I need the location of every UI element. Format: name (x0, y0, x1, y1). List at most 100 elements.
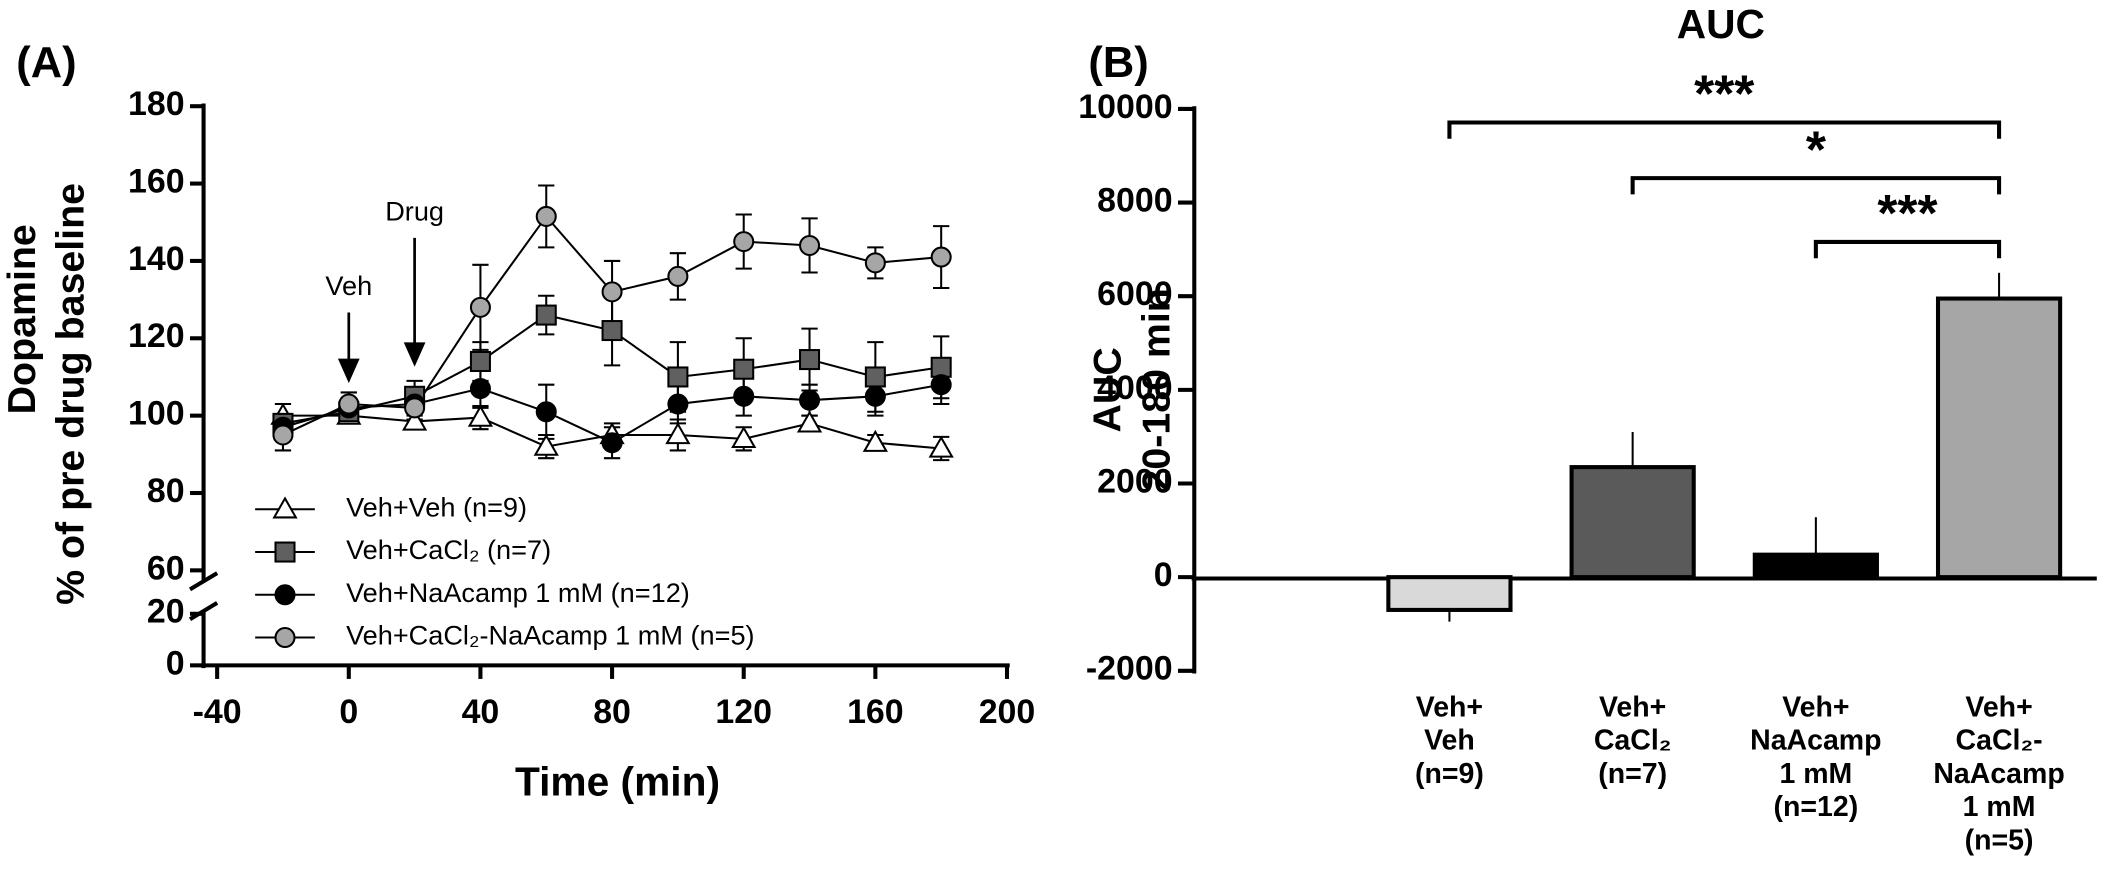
x-tick-label: 200 (979, 693, 1036, 731)
x-tick-label: Veh+ (1416, 691, 1483, 723)
bar (1752, 552, 1879, 580)
y-axis-label: 20-180 min (1134, 288, 1178, 491)
chart-title: AUC (1677, 1, 1765, 47)
marker (535, 304, 557, 326)
marker (535, 205, 557, 227)
marker (864, 366, 886, 388)
x-tick-label: (n=7) (1598, 758, 1667, 790)
annotation-arrowhead (337, 358, 360, 384)
significance-bracket (1447, 120, 2002, 139)
bar (1386, 575, 1513, 612)
x-tick-label: NaAcamp (1933, 758, 2064, 790)
x-tick-label: 1 mM (1779, 758, 1852, 790)
x-tick-label: 120 (715, 693, 772, 731)
marker (533, 433, 559, 456)
marker (930, 356, 952, 378)
annotation: Drug (385, 196, 444, 227)
y-axis-label: Dopamine (0, 224, 44, 414)
y-tick-label: 80 (147, 472, 185, 510)
significance-bracket (1813, 239, 2002, 259)
x-tick-label: 40 (462, 693, 500, 731)
x-tick-label: 0 (339, 693, 358, 731)
marker (733, 231, 755, 253)
annotation-arrowhead (403, 342, 426, 367)
y-tick-label: 2000 (1097, 462, 1172, 500)
significance-label: *** (1694, 65, 1755, 123)
marker (601, 320, 623, 342)
y-tick-label: -2000 (1086, 650, 1173, 688)
annotation: Veh (325, 270, 372, 301)
panel-label: (A) (16, 39, 76, 87)
y-tick-label: 6000 (1097, 275, 1172, 313)
marker (272, 424, 294, 446)
bar (1935, 296, 2063, 580)
significance-label: *** (1877, 184, 1938, 242)
marker (796, 410, 823, 433)
marker (601, 281, 623, 303)
y-tick-label: 100 (128, 395, 185, 433)
legend-marker (272, 496, 298, 519)
marker (535, 401, 557, 423)
x-tick-label: 1 mM (1963, 791, 2036, 823)
marker (862, 429, 888, 452)
panel-label: (B) (1088, 39, 1148, 87)
marker (733, 385, 755, 407)
x-tick-label: (n=12) (1774, 791, 1859, 823)
y-tick-label: 160 (128, 163, 185, 201)
x-tick-label: CaCl₂ (1594, 725, 1672, 757)
y-tick-label: 0 (166, 644, 185, 682)
marker (667, 366, 689, 388)
marker (864, 252, 886, 274)
marker (864, 385, 886, 407)
marker (467, 404, 494, 427)
y-tick-label: 60 (147, 549, 185, 587)
legend-label: Veh+CaCl₂-NaAcamp 1 mM (n=5) (346, 620, 755, 651)
x-tick-label: 160 (847, 693, 904, 731)
significance-bracket (1630, 176, 2002, 195)
y-tick-label: 140 (128, 240, 185, 278)
y-tick-label: 20 (147, 593, 185, 631)
marker (469, 350, 491, 373)
x-tick-label: Veh (1424, 725, 1475, 757)
marker (799, 389, 821, 411)
marker (667, 265, 689, 287)
marker (799, 349, 821, 371)
y-tick-label: 180 (128, 85, 185, 123)
bar (1569, 465, 1696, 580)
y-axis-label: % of pre drug baseline (49, 183, 93, 605)
x-tick-label: (n=5) (1965, 824, 2034, 856)
y-tick-label: 8000 (1097, 182, 1172, 220)
marker (733, 358, 755, 380)
marker (731, 425, 757, 449)
x-tick-label: Veh+ (1965, 691, 2032, 723)
x-tick-label: 80 (593, 693, 631, 731)
marker (930, 246, 952, 268)
y-tick-label: 4000 (1097, 369, 1172, 407)
marker (401, 408, 428, 431)
legend-marker (274, 541, 296, 563)
x-axis-label: Time (min) (515, 759, 720, 805)
legend-marker (274, 627, 296, 649)
marker (404, 397, 426, 419)
x-tick-label: (n=9) (1415, 758, 1484, 790)
marker (930, 374, 952, 396)
legend-marker (274, 584, 296, 606)
marker (469, 296, 491, 318)
y-tick-label: 10000 (1078, 88, 1172, 126)
legend-label: Veh+Veh (n=9) (346, 491, 527, 522)
x-tick-label: Veh+ (1782, 691, 1849, 723)
x-tick-label: NaAcamp (1750, 725, 1881, 757)
y-axis-label: AUC (1086, 347, 1130, 432)
legend-label: Veh+NaAcamp 1 mM (n=12) (346, 577, 690, 608)
x-tick-label: CaCl₂- (1956, 725, 2043, 757)
marker (665, 422, 691, 445)
x-tick-label: -40 (193, 693, 242, 731)
legend-label: Veh+CaCl₂ (n=7) (346, 534, 551, 565)
marker (799, 234, 821, 256)
significance-label: * (1806, 120, 1827, 178)
marker (469, 378, 491, 400)
marker (928, 435, 954, 458)
marker (667, 393, 689, 415)
marker (338, 393, 360, 415)
